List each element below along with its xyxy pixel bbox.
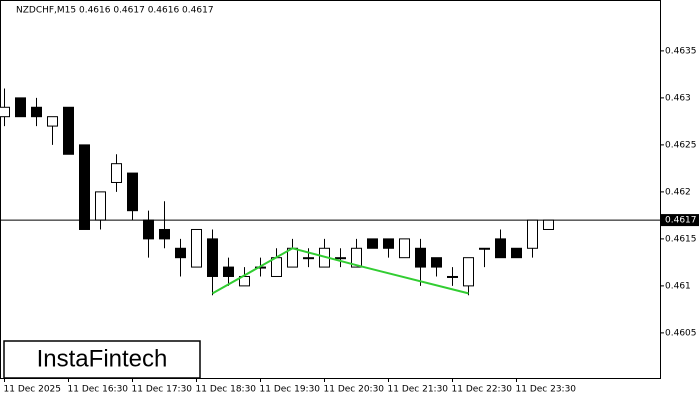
candle-body (207, 238, 218, 277)
watermark: InstaFintech (37, 345, 168, 372)
plot-frame (0, 0, 661, 379)
candle-body (463, 257, 474, 287)
candle-body (191, 228, 202, 268)
candle-body (335, 257, 346, 260)
x-tick-label: 11 Dec 20:30 (324, 385, 385, 395)
x-tick-label: 11 Dec 23:30 (516, 385, 577, 395)
candle-body (0, 106, 10, 118)
candle-body (415, 247, 426, 268)
candle-body (271, 257, 282, 277)
candle-body (127, 172, 138, 212)
candle-body (527, 219, 538, 249)
candle-body (95, 191, 106, 221)
last-price-label: 0.4617 (665, 216, 697, 226)
candle-body (511, 247, 522, 259)
candle-body (31, 106, 42, 118)
last-price-box (661, 214, 699, 227)
watermark-box (3, 340, 201, 379)
pattern-line (212, 247, 469, 295)
candle-body (159, 228, 170, 240)
x-tick-label: 11 Dec 17:30 (132, 385, 193, 395)
candle-body (495, 238, 506, 259)
candle-body (111, 163, 122, 183)
x-tick-label: 11 Dec 21:30 (388, 385, 449, 395)
candle-body (47, 116, 58, 127)
candle-body (543, 219, 554, 230)
candle-body (175, 247, 186, 259)
x-tick-label: 11 Dec 2025 (4, 385, 62, 395)
candle-body (223, 266, 234, 277)
y-tick-label: 0.4625 (665, 140, 697, 150)
x-tick-label: 11 Dec 18:30 (196, 385, 257, 395)
candle-body (63, 106, 74, 155)
x-tick-label: 11 Dec 22:30 (452, 385, 513, 395)
x-tick-label: 11 Dec 19:30 (260, 385, 321, 395)
y-tick-label: 0.4605 (665, 328, 697, 338)
y-tick-label: 0.4635 (665, 46, 697, 56)
y-tick-label: 0.463 (665, 93, 691, 103)
candle-body (447, 275, 458, 278)
y-tick-label: 0.461 (665, 281, 691, 291)
candle-body (399, 238, 410, 259)
candle-body (479, 247, 490, 250)
candle-body (143, 219, 154, 240)
candle-body (303, 257, 314, 260)
candle-body (79, 144, 90, 230)
candle-body (351, 247, 362, 268)
candle-body (383, 238, 394, 249)
y-tick-label: 0.462 (665, 187, 691, 197)
x-tick-label: 11 Dec 16:30 (68, 385, 129, 395)
candle-body (367, 238, 378, 249)
y-tick-label: 0.4615 (665, 234, 697, 244)
candle-body (431, 257, 442, 268)
chart-title: NZDCHF,M15 0.4616 0.4617 0.4616 0.4617 (16, 6, 214, 16)
candle-body (15, 97, 26, 118)
